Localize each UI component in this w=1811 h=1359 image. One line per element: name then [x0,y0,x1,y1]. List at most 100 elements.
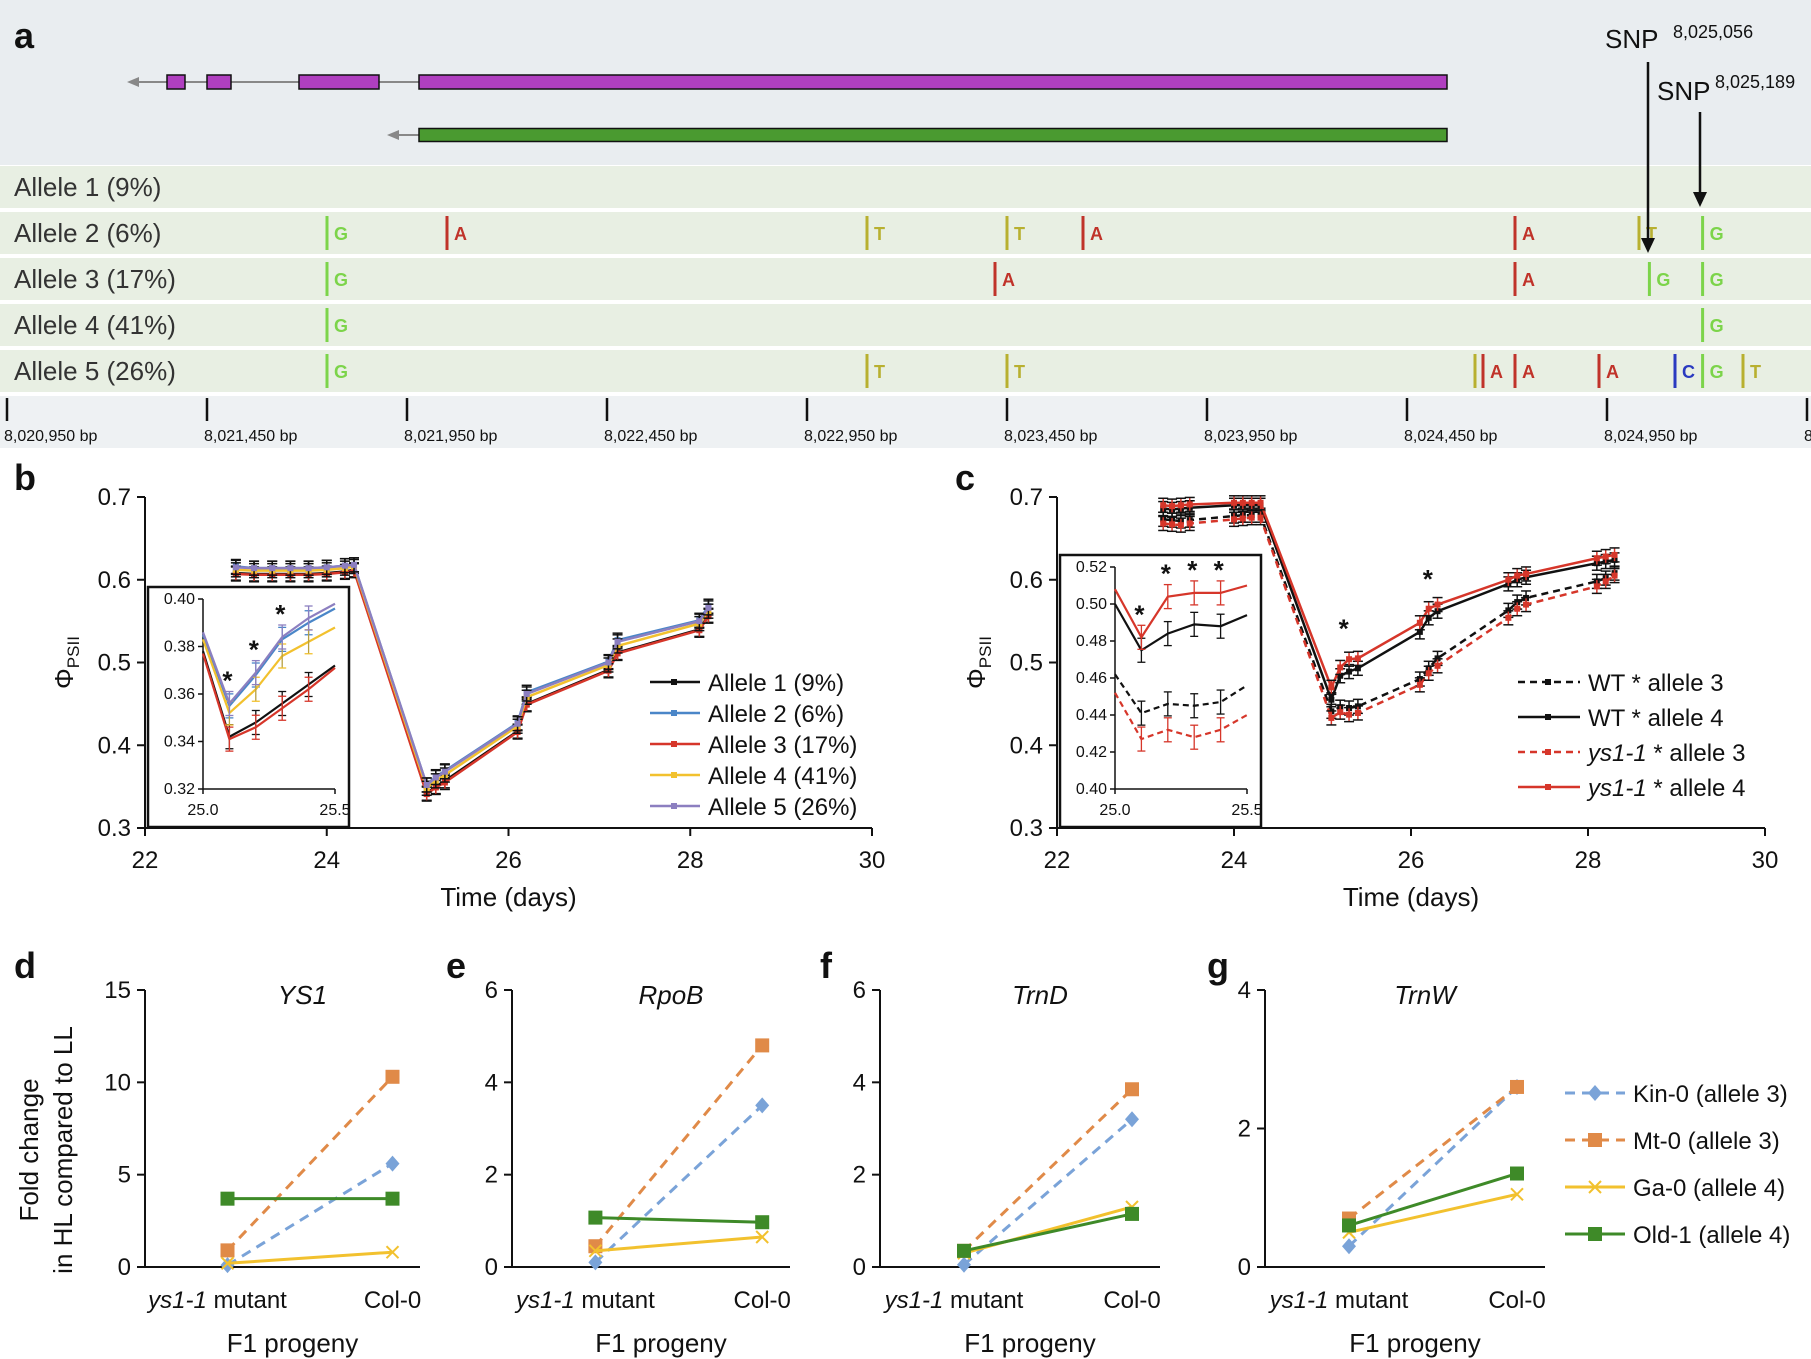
snp2-label: SNP [1657,76,1710,106]
data-point [1425,605,1432,612]
allele-row-background [0,350,1811,392]
allele-row-label: Allele 5 (26%) [14,356,176,386]
ruler-tick-label: 8,024,450 bp [1404,428,1498,445]
transcript-1-exon [418,74,1448,90]
ruler-tick-label: 8,023,950 bp [1204,428,1298,445]
x-category-label-mutant: ys1-1 mutant [514,1287,655,1314]
variant-base-label: G [1656,270,1670,290]
allele-row-label: Allele 4 (41%) [14,310,176,340]
data-point [1239,499,1246,506]
x-category-label-col0: Col-0 [734,1287,791,1314]
ruler-background [0,396,1811,448]
data-point [1416,628,1423,635]
allele-row-label: Allele 3 (17%) [14,264,176,294]
ruler-tick-label: 8,022,950 bp [804,428,898,445]
y-axis-title-subscript: PSII [976,636,995,668]
data-point [1523,601,1530,608]
x-tick-label: 22 [132,847,159,874]
data-marker-square [1510,1166,1524,1181]
legend-marker [1545,749,1551,755]
data-point [441,768,448,775]
series-line [594,1104,764,1264]
legend-label: WT * allele 4 [1588,705,1724,732]
legend-marker [671,803,677,809]
variant-base-label: T [874,224,885,244]
allele-row-background [0,166,1811,208]
y-tick-label: 0.6 [98,567,131,594]
data-point [1257,514,1264,521]
legend-marker [671,741,677,747]
legend-marker [1545,679,1551,685]
data-point [323,564,330,571]
y-tick-label: 0.4 [1010,732,1043,759]
data-point [705,604,712,611]
y-tick-label: 2 [853,1162,866,1189]
data-marker-square [1125,1206,1139,1221]
variant-base-label: G [1710,270,1724,290]
data-marker-diamond [385,1155,400,1172]
expr-ylabel-line1: Fold change [14,1078,44,1221]
y-tick-label: 0 [485,1254,498,1281]
allele-rows: Allele 1 (9%)Allele 2 (6%) G A T T A A T GAllele… [0,166,1811,392]
inset-series-line [201,626,336,715]
x-tick-label: 22 [1044,847,1071,874]
expression-y-axis-label: Fold change in HL compared to LL [14,1026,78,1274]
data-point [1169,503,1176,510]
legend-label-suffix: * allele 4 [1647,775,1746,802]
transcript-1-direction-arrow [127,77,139,87]
data-marker-square [220,1243,235,1258]
series-line [595,1216,763,1224]
data-point [1328,714,1335,721]
expression-legend: Kin-0 (allele 3) Mt-0 (allele 3) Ga-0 (all… [1565,1081,1790,1249]
data-point [1186,520,1193,527]
variant-base-label: A [1002,270,1015,290]
expr-ylabel-line2: in HL compared to LL [48,1026,78,1274]
data-marker-diamond [957,1256,971,1273]
variant-base-label: A [1490,362,1503,382]
y-tick-label: 0.6 [1010,567,1043,594]
inset-frame [146,585,351,829]
legend-label-prefix: WT [1588,670,1626,697]
data-marker-square [220,1191,235,1206]
data-marker-square [1510,1079,1524,1094]
y-tick-label: 0 [118,1254,131,1281]
legend-label-prefix: ys1-1 [1586,740,1647,767]
ruler-tick-label: 8,022,450 bp [604,428,698,445]
transcript-1-exon [298,74,380,90]
data-marker-square [957,1243,971,1258]
snp1-position: 8,025,056 [1673,22,1753,42]
panel-g-chart: g 0 2 4 TrnW ys1-1 mutant Col-0 F1 progeny [1207,945,1546,1358]
inset-y-tick-label: 0.40 [164,591,195,608]
inset-series-line [1114,692,1248,741]
x-category-label-italic: ys1-1 [514,1287,575,1314]
data-point [1248,499,1255,506]
y-tick-label: 4 [853,1069,866,1096]
legend-label: Ga-0 (allele 4) [1633,1175,1785,1202]
data-point [1346,656,1353,663]
inset-y-tick-label: 0.44 [1076,707,1107,724]
data-marker-square [1588,1133,1602,1147]
data-point [1239,515,1246,522]
x-category-label-rest: mutant [575,1287,655,1314]
x-category-label-col0: Col-0 [364,1287,421,1314]
y-tick-label: 4 [485,1069,498,1096]
chart-title: RpoB [638,980,703,1010]
variant-base-label: G [1710,224,1724,244]
snp1-arrow-head [1641,238,1655,253]
x-category-label-mutant: ys1-1 mutant [883,1287,1024,1314]
inset-significance-star: * [275,599,286,629]
legend-label: Allele 4 (41%) [708,763,857,790]
chart-title: TrnW [1394,980,1458,1010]
data-point [351,561,358,568]
inset-series-line [201,653,336,741]
x-category-label-col0: Col-0 [1103,1287,1160,1314]
legend-label: ys1-1 * allele 3 [1586,740,1745,767]
inset-y-tick-label: 0.42 [1076,744,1107,761]
inset-series-line [201,602,336,706]
data-marker-diamond [1342,1238,1356,1255]
inset-y-tick-label: 0.52 [1076,559,1107,576]
variant-base-label: T [1750,362,1761,382]
y-tick-label: 0.5 [98,650,131,677]
data-marker-x [588,1244,603,1258]
data-point [305,565,312,572]
